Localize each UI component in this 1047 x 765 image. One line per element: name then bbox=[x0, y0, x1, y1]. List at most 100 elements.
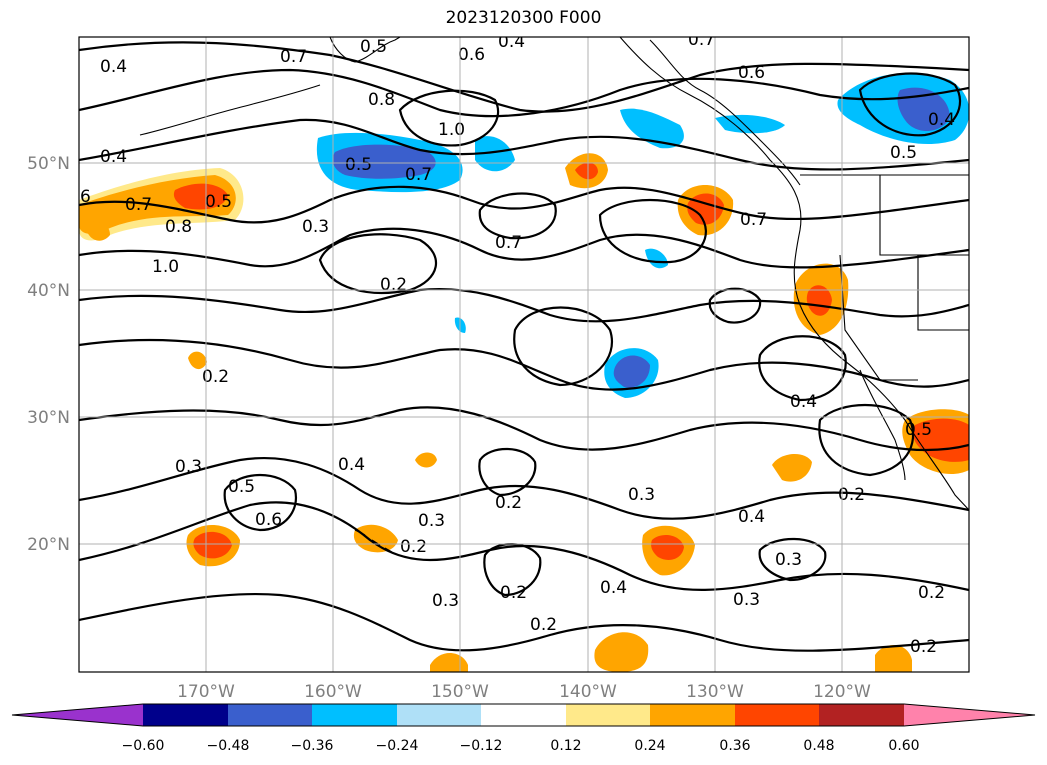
contour-label: 0.2 bbox=[495, 493, 522, 513]
positive-anomaly-20n-170w-core bbox=[193, 531, 232, 559]
contour-label: 0.7 bbox=[125, 195, 152, 215]
contour-label: 0.4 bbox=[100, 147, 127, 167]
x-tick-label: 120°W bbox=[813, 682, 871, 702]
contour-label: 0.2 bbox=[838, 485, 865, 505]
colorbar-extend-high bbox=[904, 704, 1035, 726]
positive-anomaly-n-center-core bbox=[575, 162, 598, 180]
positive-anomaly-california-core bbox=[806, 285, 832, 316]
alaska-coast bbox=[329, 37, 401, 63]
gridlines bbox=[79, 37, 969, 672]
contour-line bbox=[79, 287, 969, 323]
contour-label: 0.6 bbox=[458, 45, 485, 65]
contour-label: 0.3 bbox=[733, 590, 760, 610]
contour-label: 0.4 bbox=[100, 57, 127, 77]
contour-label: 0.3 bbox=[418, 511, 445, 531]
contour-line bbox=[758, 537, 827, 582]
contour-label: 1.0 bbox=[438, 120, 465, 140]
contour-label: 0.6 bbox=[738, 63, 765, 83]
x-tick-label: 170°W bbox=[177, 682, 235, 702]
contour-label: 0.5 bbox=[905, 420, 932, 440]
positive-anomaly-small-s1 bbox=[353, 524, 398, 553]
colorbar-segment bbox=[312, 704, 397, 726]
contour-label: 0.2 bbox=[500, 583, 527, 603]
contour-label: 0.4 bbox=[928, 110, 955, 130]
contour-label: 0.2 bbox=[400, 537, 427, 557]
contour-line bbox=[79, 456, 969, 520]
colorbar-tick-label: −0.48 bbox=[207, 738, 250, 754]
contour-line bbox=[758, 335, 847, 402]
contour-label: 0.2 bbox=[202, 367, 229, 387]
contour-label: 0.7 bbox=[740, 210, 767, 230]
contour-label: 0.5 bbox=[228, 477, 255, 497]
y-tick-label: 50°N bbox=[27, 154, 70, 174]
colorbar bbox=[11, 703, 1036, 727]
colorbar-tick-label: −0.12 bbox=[460, 738, 503, 754]
contour-line bbox=[79, 68, 969, 118]
x-axis-labels: 170°W 160°W 150°W 140°W 130°W 120°W bbox=[177, 682, 871, 702]
contour-label: 0.4 bbox=[600, 578, 627, 598]
contour-label: 0.5 bbox=[345, 155, 372, 175]
contour-label: 0.3 bbox=[775, 550, 802, 570]
x-tick-label: 140°W bbox=[559, 682, 617, 702]
contour-line bbox=[708, 287, 762, 324]
contour-line bbox=[598, 199, 707, 264]
contour-label: 0.7 bbox=[688, 30, 715, 50]
contour-label: 0.2 bbox=[910, 637, 937, 657]
colorbar-tick-label: 0.60 bbox=[888, 738, 919, 754]
negative-anomaly-small-n1 bbox=[475, 136, 515, 172]
colorbar-extend-low bbox=[12, 704, 143, 726]
y-tick-label: 40°N bbox=[27, 281, 70, 301]
positive-anomaly-small-s2 bbox=[415, 452, 437, 468]
colorbar-tick-label: −0.36 bbox=[291, 738, 334, 754]
colorbar-segment bbox=[819, 704, 904, 726]
contour-line bbox=[818, 404, 915, 477]
positive-anomaly-small-w bbox=[85, 221, 110, 241]
contour-label: 0.2 bbox=[918, 583, 945, 603]
contour-label: 0.4 bbox=[338, 455, 365, 475]
y-tick-label: 30°N bbox=[27, 408, 70, 428]
map-frame bbox=[78, 36, 970, 673]
north-america-coast bbox=[619, 37, 969, 511]
contour-label: 0.3 bbox=[302, 217, 329, 237]
contour-label: 1.0 bbox=[152, 257, 179, 277]
contour-label: 0.5 bbox=[205, 192, 232, 212]
contour-line bbox=[478, 447, 537, 497]
map-area bbox=[79, 37, 969, 672]
contour-label: 0.6 bbox=[255, 510, 282, 530]
aleutian-islands bbox=[139, 84, 321, 136]
negative-anomaly-northeast-core bbox=[897, 87, 950, 132]
contour-line bbox=[858, 72, 962, 137]
negative-anomaly-central-core bbox=[613, 355, 650, 388]
negative-anomaly-small-c1 bbox=[645, 248, 668, 269]
colorbar-tick-label: −0.24 bbox=[376, 738, 419, 754]
contour-label: 0.5 bbox=[890, 143, 917, 163]
shaded-fields bbox=[79, 72, 969, 672]
state-border-1 bbox=[879, 175, 969, 256]
contour-label: 0.4 bbox=[498, 32, 525, 52]
colorbar-tick-label: 0.36 bbox=[719, 738, 750, 754]
contour-label: 0.3 bbox=[628, 485, 655, 505]
negative-anomaly-small-n2 bbox=[620, 108, 684, 149]
colorbar-segment bbox=[481, 704, 566, 726]
positive-anomaly-10n-152w bbox=[430, 652, 468, 672]
colorbar-segment bbox=[143, 704, 228, 726]
contour-label: 0.7 bbox=[405, 165, 432, 185]
contour-label: 0.4 bbox=[790, 392, 817, 412]
baja-california bbox=[859, 369, 906, 481]
colorbar-segment bbox=[397, 704, 481, 726]
contour-lines bbox=[79, 41, 969, 652]
contour-labels: 0.4 0.7 0.5 0.4 0.6 0.7 0.6 0.8 1.0 0.4 … bbox=[80, 30, 955, 657]
positive-anomaly-west-core bbox=[173, 183, 228, 210]
contour-label: 0.4 bbox=[738, 507, 765, 527]
contour-line bbox=[223, 473, 298, 532]
contour-label: 0.2 bbox=[530, 615, 557, 635]
colorbar-tick-label: 0.24 bbox=[634, 738, 665, 754]
positive-anomaly-small-s3 bbox=[188, 351, 207, 370]
colorbar-segment bbox=[566, 704, 650, 726]
contour-line bbox=[79, 118, 969, 171]
contour-label: 0.5 bbox=[360, 37, 387, 57]
colorbar-tick-label: −0.60 bbox=[122, 738, 165, 754]
contour-label: 0.8 bbox=[165, 217, 192, 237]
contour-label: 6 bbox=[80, 187, 91, 207]
